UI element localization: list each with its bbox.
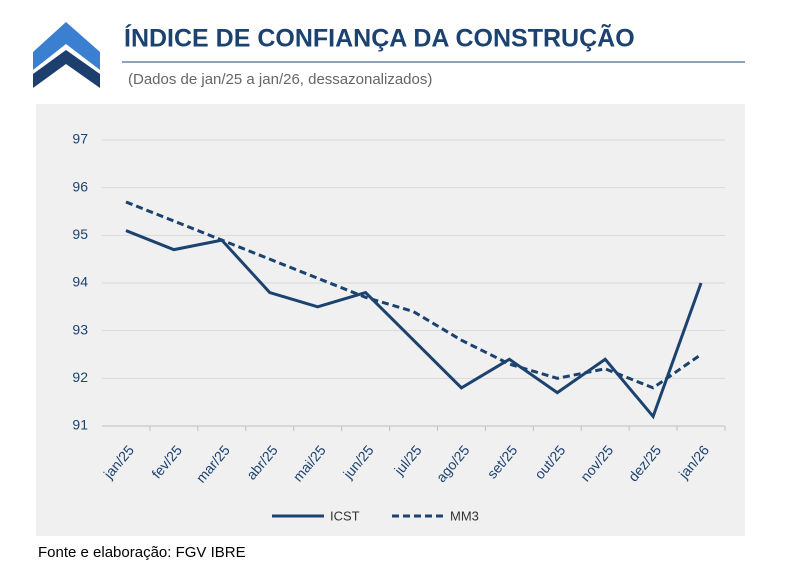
y-tick-label: 91 [72, 417, 88, 433]
title: ÍNDICE DE CONFIANÇA DA CONSTRUÇÃO [124, 23, 635, 53]
y-tick-label: 97 [72, 131, 88, 147]
source: Fonte e elaboração: FGV IBRE [38, 544, 246, 561]
line-mm3 [125, 200, 702, 390]
y-tick-label: 93 [72, 321, 88, 337]
y-tick-label: 95 [72, 226, 88, 242]
chart-panel [36, 104, 745, 536]
legend-label: ICST [330, 508, 360, 523]
legend-label: MM3 [450, 508, 479, 523]
logo [33, 22, 100, 88]
subtitle: (Dados de jan/25 a jan/26, dessazonaliza… [128, 71, 432, 88]
y-tick-label: 96 [72, 178, 88, 194]
y-tick-label: 94 [72, 274, 88, 290]
y-tick-label: 92 [72, 369, 88, 385]
